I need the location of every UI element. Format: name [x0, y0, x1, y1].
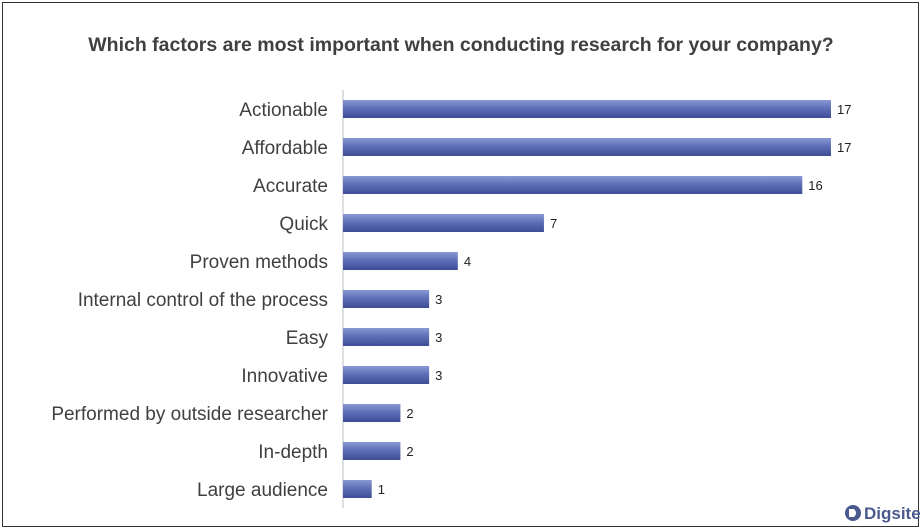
category-label: Actionable — [239, 100, 328, 121]
category-label: Easy — [286, 328, 329, 349]
value-label: 17 — [837, 102, 851, 117]
category-label: In-depth — [258, 442, 328, 463]
bar — [343, 290, 430, 308]
value-label: 1 — [378, 482, 385, 497]
category-label: Performed by outside researcher — [51, 404, 328, 425]
chart-title: Which factors are most important when co… — [88, 34, 833, 56]
bar — [343, 480, 372, 498]
bar — [343, 214, 544, 232]
digsite-logo: Digsite — [845, 504, 920, 523]
value-label: 4 — [464, 254, 471, 269]
category-label: Affordable — [242, 138, 328, 159]
bar — [343, 100, 831, 118]
bar — [343, 442, 401, 460]
value-label: 3 — [435, 330, 442, 345]
bar-chart: Which factors are most important when co… — [51, 34, 920, 523]
digsite-logo-mark — [849, 509, 856, 517]
value-label: 3 — [435, 292, 442, 307]
value-label: 2 — [406, 406, 413, 421]
bar — [343, 176, 803, 194]
category-label: Internal control of the process — [78, 290, 328, 311]
category-label: Proven methods — [190, 252, 328, 273]
bars-group: Actionable 17 Affordable 17 Accurate 16 Quick 7… — [51, 100, 851, 501]
category-label: Innovative — [241, 366, 328, 387]
logo-text: Digsite — [864, 504, 920, 523]
category-label: Accurate — [253, 176, 328, 197]
value-label: 17 — [837, 140, 851, 155]
bar — [343, 404, 401, 422]
value-label: 3 — [435, 368, 442, 383]
category-label: Large audience — [197, 480, 328, 501]
value-label: 2 — [406, 444, 413, 459]
value-label: 7 — [550, 216, 557, 231]
bar — [343, 138, 831, 156]
category-label: Quick — [279, 214, 328, 235]
bar — [343, 328, 430, 346]
value-label: 16 — [808, 178, 822, 193]
bar — [343, 252, 458, 270]
bar — [343, 366, 430, 384]
